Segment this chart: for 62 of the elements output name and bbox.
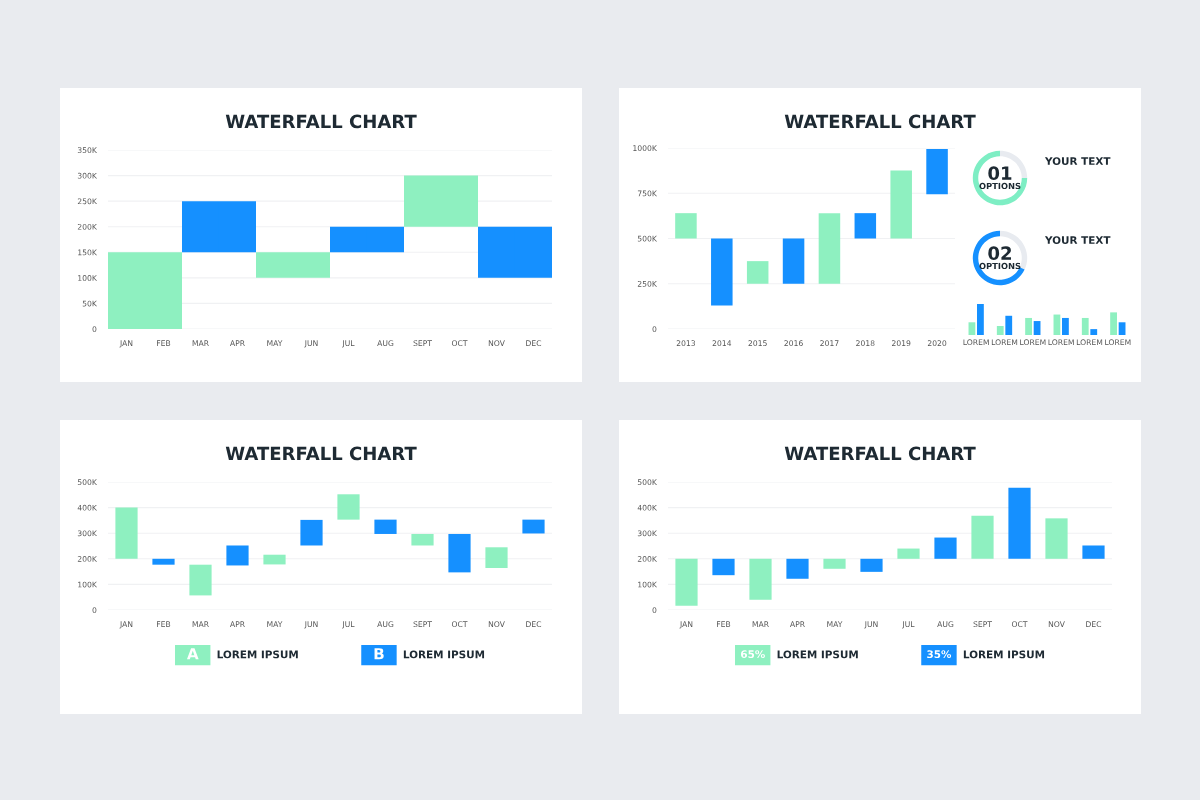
bar — [1025, 317, 1032, 335]
bar — [115, 507, 138, 559]
legend-label: LOREM IPSUM — [403, 650, 485, 659]
chart-title: WATERFALL CHART — [225, 446, 417, 461]
bar — [823, 558, 846, 569]
bar — [1008, 487, 1031, 559]
bar — [782, 238, 805, 284]
bar — [522, 519, 545, 534]
text: OPTIONS — [979, 182, 1021, 190]
donut-slice — [972, 230, 1025, 286]
bar — [926, 148, 948, 195]
bar — [675, 213, 697, 239]
bar — [934, 537, 957, 559]
bar — [152, 558, 175, 565]
bar — [189, 564, 212, 596]
bar — [786, 558, 809, 579]
bar — [226, 545, 249, 566]
bar — [1005, 315, 1013, 335]
bar — [968, 322, 976, 335]
bar — [448, 533, 471, 573]
bar — [485, 547, 508, 569]
text: 02 — [988, 246, 1011, 260]
bar — [749, 558, 772, 600]
text: YOUR TEXT — [1044, 236, 1111, 245]
bar — [263, 554, 286, 565]
bar — [854, 213, 877, 239]
bar — [1118, 322, 1126, 335]
bar — [1045, 518, 1068, 559]
bar — [971, 515, 994, 559]
text: 65% — [740, 650, 765, 659]
legend-label: LOREM IPSUM — [963, 650, 1045, 659]
bar — [860, 558, 883, 572]
bar — [711, 238, 733, 306]
bar — [1062, 317, 1069, 335]
bar — [300, 519, 323, 546]
bar — [712, 558, 735, 576]
chart-title: WATERFALL CHART — [225, 114, 417, 129]
bar — [374, 519, 397, 534]
legend-label: LOREM IPSUM — [217, 650, 298, 659]
bar — [897, 548, 920, 559]
donut-slice — [972, 150, 1028, 206]
bar — [890, 170, 912, 239]
bar — [977, 304, 984, 335]
legend-label: LOREM IPSUM — [777, 650, 858, 659]
bar — [818, 213, 841, 284]
bar — [411, 533, 434, 546]
text: 35% — [927, 650, 952, 659]
bar — [337, 494, 360, 520]
text: 01 — [988, 166, 1012, 180]
chart-title: WATERFALL CHART — [784, 446, 976, 461]
bar — [1090, 329, 1098, 335]
text: YOUR TEXT — [1044, 157, 1111, 166]
text: OPTIONS — [979, 262, 1021, 270]
chart-title: WATERFALL CHART — [784, 114, 976, 129]
text: B — [374, 648, 384, 660]
bar — [675, 558, 698, 606]
text: A — [186, 648, 199, 660]
bar — [1110, 312, 1117, 335]
bar — [996, 326, 1004, 335]
bar — [1081, 317, 1089, 335]
bar — [746, 261, 769, 284]
bar — [1082, 545, 1105, 559]
